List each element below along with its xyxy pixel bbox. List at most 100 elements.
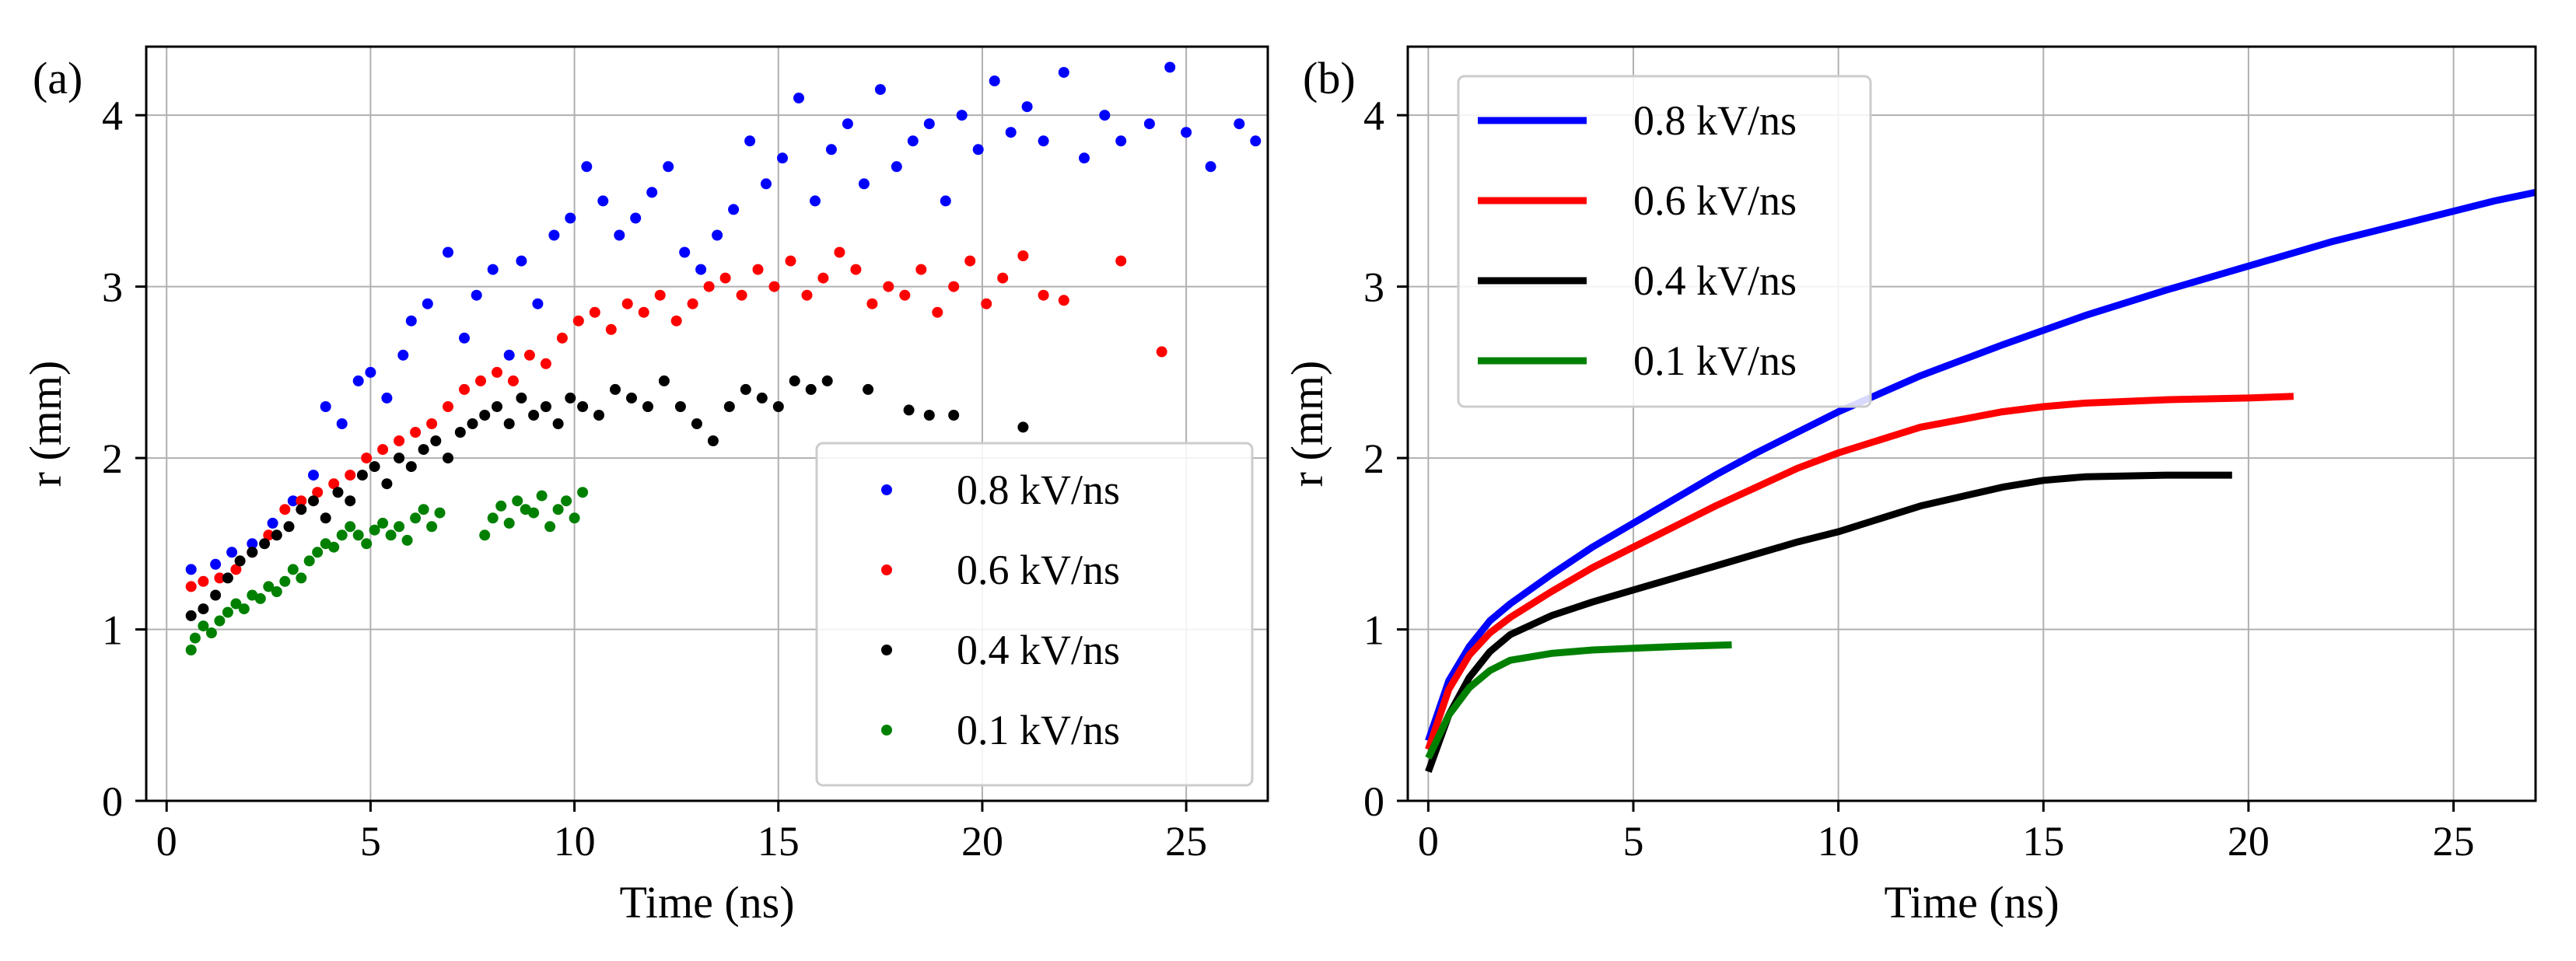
data-point <box>528 507 540 519</box>
data-point <box>516 255 527 267</box>
data-point <box>695 264 707 275</box>
x-tick-label: 10 <box>1818 818 1860 865</box>
x-axis-label: Time (ns) <box>1884 877 2059 928</box>
data-point <box>185 564 197 575</box>
data-point <box>287 495 299 507</box>
data-point <box>597 195 609 207</box>
data-point <box>752 264 764 275</box>
legend-label: 0.8 kV/ns <box>1633 97 1797 144</box>
data-point <box>565 392 576 404</box>
data-point <box>642 401 653 412</box>
data-point <box>230 598 242 610</box>
data-point <box>296 504 307 515</box>
y-axis-label: r (mm) <box>20 361 71 487</box>
data-point <box>1038 289 1049 301</box>
data-point <box>964 255 976 267</box>
x-tick-label: 15 <box>758 818 800 865</box>
data-point <box>548 229 560 241</box>
data-point <box>312 547 324 558</box>
data-point <box>658 375 670 386</box>
data-point <box>948 410 960 421</box>
data-point <box>279 575 291 587</box>
series-0.1 kV/ns <box>185 487 589 655</box>
data-point <box>740 383 751 395</box>
data-point <box>259 538 271 550</box>
series-0.8 kV/ns <box>185 61 1262 575</box>
legend-box <box>815 442 1254 787</box>
data-point <box>1058 67 1069 79</box>
x-tick-label: 20 <box>961 818 1003 865</box>
data-point <box>948 281 960 292</box>
data-point <box>405 461 417 473</box>
x-tick-label: 0 <box>1418 818 1439 865</box>
data-point <box>369 524 380 536</box>
data-point <box>691 418 702 429</box>
data-point <box>271 586 282 597</box>
data-point <box>312 487 324 498</box>
data-point <box>205 627 217 638</box>
data-point <box>532 298 544 309</box>
data-point <box>487 512 499 524</box>
data-point <box>863 383 874 395</box>
axes-frame <box>1406 45 2537 802</box>
data-point <box>874 84 886 96</box>
y-tick-label: 0 <box>1363 778 1384 825</box>
data-point <box>654 289 666 301</box>
data-point <box>308 470 319 481</box>
y-tick-label: 1 <box>1363 607 1384 654</box>
data-point <box>1099 110 1111 121</box>
legend-label: 0.8 kV/ns <box>957 467 1120 513</box>
data-point <box>577 487 589 498</box>
data-point <box>394 435 405 446</box>
data-point <box>1017 421 1029 433</box>
legend-item: 0.6 kV/ns <box>881 547 1120 593</box>
data-point <box>899 289 911 301</box>
data-point <box>801 289 813 301</box>
data-point <box>772 401 784 412</box>
data-point <box>630 212 642 224</box>
legend-label: 0.6 kV/ns <box>1633 177 1797 224</box>
data-point <box>556 332 568 344</box>
data-point <box>1079 152 1090 164</box>
data-point <box>503 517 515 529</box>
data-point <box>410 512 422 524</box>
data-point <box>610 383 621 395</box>
data-point <box>479 410 491 421</box>
x-tick-label: 20 <box>2228 818 2270 865</box>
data-point <box>736 289 747 301</box>
data-point <box>226 547 238 558</box>
data-point <box>198 575 209 587</box>
data-point <box>336 418 348 429</box>
data-point <box>1143 118 1155 130</box>
data-point <box>907 135 919 147</box>
plot-area <box>185 61 1262 655</box>
data-point <box>279 504 291 515</box>
data-point <box>385 529 397 541</box>
data-point <box>287 564 299 575</box>
data-point <box>1234 118 1245 130</box>
data-point <box>679 246 691 258</box>
data-point <box>777 152 788 164</box>
data-point <box>492 401 502 412</box>
data-point <box>401 534 413 546</box>
data-point <box>512 495 523 507</box>
data-point <box>426 521 438 533</box>
data-point <box>785 255 796 267</box>
data-point <box>972 144 984 156</box>
y-tick-label: 0 <box>102 778 123 825</box>
legend-item: 0.8 kV/ns <box>1478 97 1797 144</box>
panel-b: 0 5 10 15 20 25 0 1 2 3 4 Time (ns) r (mm) (b) 0.8 kV/… <box>1282 45 2537 928</box>
data-point <box>320 401 331 412</box>
data-point <box>703 281 715 292</box>
data-point <box>569 512 580 524</box>
data-point <box>805 383 817 395</box>
y-tick-label: 4 <box>1363 93 1384 139</box>
data-point <box>410 427 422 438</box>
data-point <box>356 470 368 481</box>
data-point <box>981 298 992 309</box>
data-point <box>923 410 935 421</box>
data-point <box>821 375 833 386</box>
legend: 0.8 kV/ns 0.6 kV/ns 0.4 kV/ns 0.1 kV/ns <box>1457 75 1872 408</box>
series-line-0.1 kV/ns <box>1425 641 1732 760</box>
data-point <box>989 75 1000 87</box>
